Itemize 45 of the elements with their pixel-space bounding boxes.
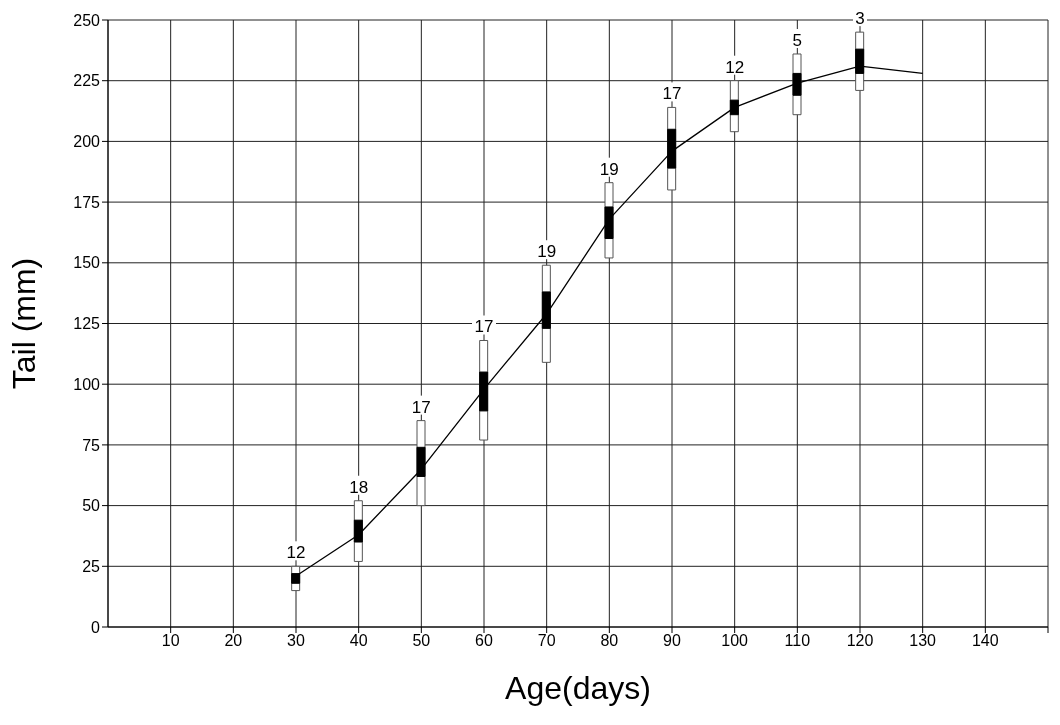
annotation: 19 (599, 159, 619, 179)
x-tick-label: 10 (161, 632, 180, 650)
x-tick-label: 100 (721, 632, 749, 650)
y-tick-label: 150 (73, 254, 101, 272)
y-tick-label: 50 (82, 497, 101, 515)
x-tick-label: 120 (846, 632, 874, 650)
annotation: 3 (855, 9, 865, 29)
bar (792, 72, 802, 96)
bar (729, 99, 739, 116)
y-tick-label: 125 (73, 315, 101, 333)
annotation: 18 (349, 477, 369, 497)
annotation: 17 (474, 317, 494, 337)
x-tick-label: 40 (349, 632, 368, 650)
x-tick-label: 60 (475, 632, 493, 650)
y-tick-label: 200 (73, 133, 101, 151)
y-tick-label: 0 (91, 618, 101, 636)
bar (353, 519, 363, 543)
x-tick-label: 140 (971, 632, 999, 650)
x-tick-label: 90 (663, 632, 681, 650)
x-tick-label: 110 (784, 632, 811, 650)
bar (604, 206, 614, 240)
y-tick-label: 25 (82, 557, 101, 575)
bar (416, 446, 426, 477)
annotation: 17 (411, 397, 431, 417)
y-tick-label: 175 (73, 193, 101, 211)
x-tick-label: 20 (224, 632, 243, 650)
y-tick-label: 75 (82, 436, 101, 454)
x-tick-label: 130 (909, 632, 937, 650)
y-axis-title: Tail (mm) (6, 257, 43, 390)
y-tick-label: 250 (73, 11, 101, 29)
annotation: 17 (662, 84, 682, 104)
x-tick-label: 30 (287, 632, 305, 650)
y-tick-label: 225 (73, 72, 101, 90)
x-tick-label: 70 (537, 632, 556, 650)
bar (667, 128, 677, 169)
bar (541, 291, 551, 329)
annotation: 12 (725, 57, 745, 77)
annotation: 5 (792, 30, 803, 50)
bar (479, 371, 489, 412)
x-tick-label: 80 (600, 632, 619, 650)
x-tick-label: 50 (412, 632, 431, 650)
annotation: 19 (537, 242, 557, 262)
x-axis-title: Age(days) (505, 670, 651, 706)
y-tick-label: 100 (73, 375, 101, 393)
annotation: 12 (286, 543, 306, 563)
